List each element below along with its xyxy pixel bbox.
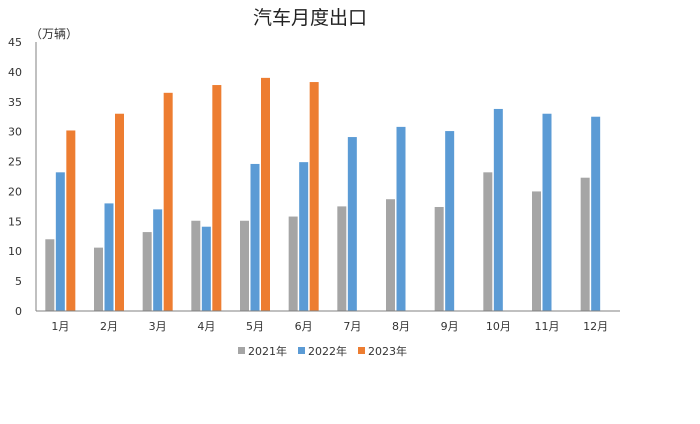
bar-2022年-8月 [396,126,406,311]
x-tick-label: 12月 [583,320,608,333]
x-tick-label: 4月 [197,320,215,333]
y-tick-label: 5 [15,275,22,288]
bar-2022年-2月 [104,203,114,311]
bar-2023年-5月 [261,77,270,312]
y-tick-label: 45 [8,36,22,49]
y-tick-label: 30 [8,126,22,139]
legend: 2021年 2022年 2023年 [238,344,407,358]
bar-2021年-12月 [580,177,590,311]
y-tick-label: 10 [8,245,22,258]
bar-2022年-6月 [299,162,309,311]
legend-label: 2023年 [368,344,407,358]
bar-2023年-4月 [212,85,222,311]
bar-2022年-5月 [250,163,260,311]
bar-2021年-10月 [483,172,493,311]
legend-swatch [238,347,245,354]
y-axis-unit-label: （万辆） [30,27,78,41]
bar-2022年-10月 [493,108,503,311]
legend-label: 2022年 [308,344,347,358]
bar-2023年-2月 [115,113,124,311]
x-axis-ticks: 1月 2月 3月 4月 5月 6月 7月 8月 9月 10月 11月 12月 [51,320,608,333]
bar-2021年-9月 [434,206,444,311]
x-tick-label: 8月 [392,320,410,333]
x-tick-label: 10月 [486,320,511,333]
x-tick-label: 7月 [343,320,361,333]
y-tick-label: 15 [8,215,22,228]
bar-2021年-5月 [240,220,249,311]
x-tick-label: 2月 [100,320,118,333]
bar-2023年-3月 [163,92,173,311]
x-tick-label: 5月 [246,320,264,333]
bar-2021年-2月 [94,247,103,311]
bar-2021年-3月 [142,232,152,311]
bar-2021年-11月 [532,191,541,311]
bar-2021年-6月 [288,216,298,311]
bar-series-group [45,77,601,312]
bar-2021年-4月 [191,220,201,311]
x-tick-label: 11月 [535,320,560,333]
bar-2022年-1月 [55,172,65,311]
chart-title: 汽车月度出口 [253,7,367,29]
y-axis-ticks: 0 5 10 15 20 25 30 35 40 45 [8,36,22,318]
bar-2021年-8月 [386,199,395,311]
bar-2021年-7月 [337,206,347,311]
bar-2022年-7月 [347,137,357,311]
bar-2021年-1月 [45,239,55,311]
x-tick-label: 9月 [441,320,459,333]
y-tick-label: 0 [15,305,22,318]
legend-swatch [298,347,305,354]
x-tick-label: 6月 [295,320,313,333]
legend-label: 2021年 [248,344,287,358]
bar-2022年-4月 [201,226,211,311]
x-tick-label: 3月 [149,320,167,333]
y-tick-label: 35 [8,96,22,109]
y-tick-label: 20 [8,185,22,198]
bar-2022年-11月 [542,113,552,311]
bar-2023年-1月 [66,130,76,311]
y-tick-label: 40 [8,66,22,79]
x-tick-label: 1月 [51,320,69,333]
bar-2022年-9月 [445,131,455,311]
y-tick-label: 25 [8,156,22,169]
bar-2022年-12月 [591,116,601,311]
legend-swatch [358,347,365,354]
bar-2022年-3月 [153,209,163,311]
bar-2023年-6月 [309,82,319,311]
